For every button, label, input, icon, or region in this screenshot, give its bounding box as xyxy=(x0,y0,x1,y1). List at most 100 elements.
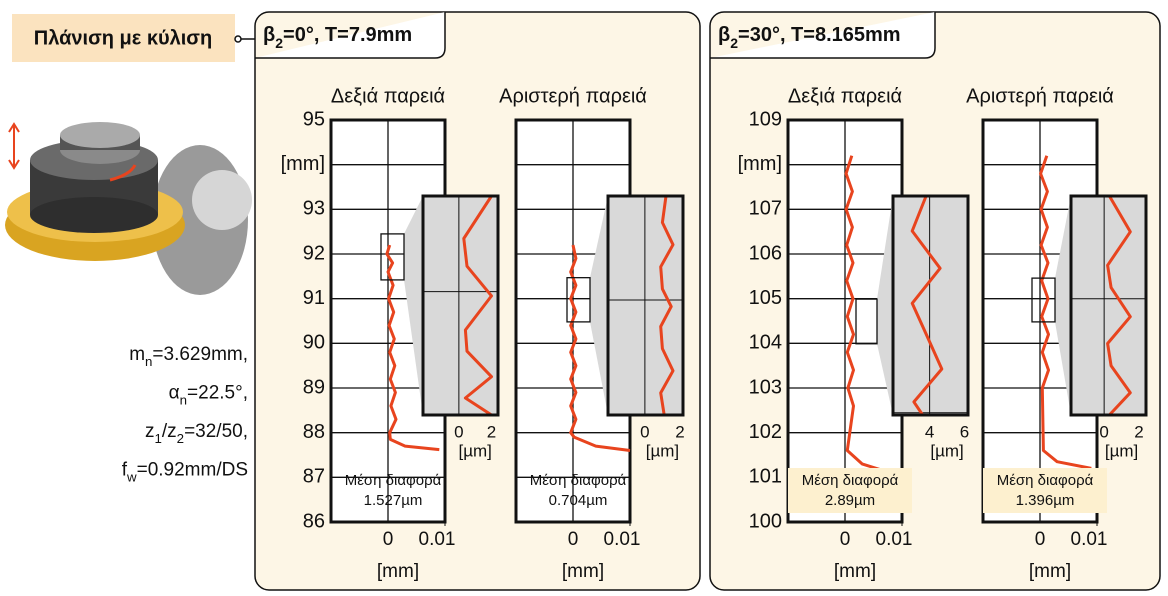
y-tick-label: [mm] xyxy=(738,153,782,175)
subscript: n xyxy=(180,393,187,408)
panel-tab xyxy=(710,12,936,59)
y-tick-label: 95 xyxy=(303,108,325,130)
inset-x-tick-label: 0 xyxy=(640,422,649,441)
label-box xyxy=(12,14,235,62)
profile-line xyxy=(1039,155,1092,470)
zoom-connector xyxy=(877,196,893,415)
chart-title: Δεξιά παρειά xyxy=(331,85,445,107)
zoom-box xyxy=(855,298,878,345)
y-tick-label: 89 xyxy=(303,376,325,398)
subscript: 2 xyxy=(730,35,738,51)
y-tick-label: 100 xyxy=(749,510,782,532)
inset-profile-line xyxy=(659,195,675,416)
inset-bg xyxy=(893,196,968,415)
inset-x-tick-label: 0 xyxy=(1099,422,1108,441)
zoom-connector xyxy=(404,196,423,415)
mean-label: Μέση διαφορά xyxy=(997,472,1094,489)
mean-box xyxy=(983,468,1107,513)
inset-border xyxy=(891,194,970,417)
rich-text: β2=0°, T=7.9mm xyxy=(263,24,412,50)
mean-label: Μέση διαφορά xyxy=(345,472,442,489)
subscript: 1 xyxy=(154,431,161,446)
subscript: w xyxy=(126,470,137,485)
gear-illustration xyxy=(5,122,252,295)
inset-x-label: [µm] xyxy=(646,441,679,460)
process-label: Πλάνιση με κύλιση xyxy=(34,27,212,49)
x-tick-label: 0.01 xyxy=(419,529,456,550)
y-tick-label: 86 xyxy=(303,510,325,532)
rich-text: fw=0.92mm/DS xyxy=(122,460,248,485)
profile-line xyxy=(385,244,440,452)
x-tick-label: 0 xyxy=(568,529,579,550)
rich-text: z1/z2=32/50, xyxy=(145,421,248,446)
chart-title: Αριστερή παρειά xyxy=(499,85,647,107)
inset-border xyxy=(606,194,685,417)
inset-profile-line xyxy=(462,195,493,417)
chart-title: Δεξιά παρειά xyxy=(788,85,902,107)
inset-x-label: [µm] xyxy=(930,441,963,460)
text-part: =32/50, xyxy=(184,421,248,442)
x-axis-label: [mm] xyxy=(1029,561,1071,582)
y-tick-label: 103 xyxy=(749,376,782,398)
inset-x-tick-label: 0 xyxy=(454,422,463,441)
text-part: /z xyxy=(162,421,177,442)
text-part: f xyxy=(122,460,128,481)
y-tick-label: 91 xyxy=(303,287,325,309)
x-axis-label: [mm] xyxy=(834,561,876,582)
y-tick-label: 102 xyxy=(749,421,782,443)
mean-label: Μέση διαφορά xyxy=(802,472,899,489)
subscript: n xyxy=(145,354,152,369)
text-part: =0.92mm/DS xyxy=(137,460,248,481)
zoom-box xyxy=(1031,277,1056,323)
inset-x-tick-label: 2 xyxy=(487,422,496,441)
y-tick-label: 107 xyxy=(749,198,782,220)
text-part: =30°, T=8.165mm xyxy=(738,24,901,46)
y-tick-label: 104 xyxy=(749,332,782,354)
inset-profile-line xyxy=(1106,195,1132,417)
text-part: z xyxy=(145,421,155,442)
zoom-connector xyxy=(1055,196,1071,415)
x-tick-label: 0 xyxy=(1035,529,1046,550)
text-part: m xyxy=(129,344,145,365)
x-tick-label: 0.01 xyxy=(1071,529,1108,550)
inset-profile-line xyxy=(910,195,944,416)
x-tick-label: 0.01 xyxy=(604,529,641,550)
chart-title: Αριστερή παρειά xyxy=(966,85,1114,107)
rich-text: αn=22.5°, xyxy=(169,383,248,408)
mean-label: Μέση διαφορά xyxy=(530,472,627,489)
y-tick-label: 92 xyxy=(303,242,325,264)
mean-value: 0.704µm xyxy=(549,492,608,509)
panel-tab xyxy=(255,12,446,59)
subscript: 2 xyxy=(275,35,283,51)
inset-x-tick-label: 2 xyxy=(1134,422,1143,441)
text-part: α xyxy=(169,383,180,404)
mean-box xyxy=(788,468,912,513)
inset-border xyxy=(1069,194,1148,417)
x-tick-label: 0 xyxy=(383,529,394,550)
zoom-box xyxy=(380,233,405,281)
inset-x-label: [µm] xyxy=(1105,441,1138,460)
y-tick-label: 106 xyxy=(749,242,782,264)
zoom-box xyxy=(566,277,591,323)
text-part: β xyxy=(718,24,730,46)
inset-bg xyxy=(1071,196,1146,415)
y-tick-label: 88 xyxy=(303,421,325,443)
y-tick-label: 87 xyxy=(303,466,325,488)
profile-line xyxy=(569,244,631,452)
y-tick-label: 93 xyxy=(303,198,325,220)
inset-x-label: [µm] xyxy=(458,441,491,460)
profile-line xyxy=(844,155,892,475)
mean-value: 2.89µm xyxy=(825,492,875,509)
inset-border xyxy=(421,194,500,417)
y-tick-label: 101 xyxy=(749,466,782,488)
text-part: =0°, T=7.9mm xyxy=(283,24,412,46)
text-part: =3.629mm, xyxy=(152,344,248,365)
subscript: 2 xyxy=(177,431,184,446)
text-part: =22.5°, xyxy=(187,383,248,404)
y-tick-label: 105 xyxy=(749,287,782,309)
y-tick-label: [mm] xyxy=(281,153,325,175)
mean-value: 1.396µm xyxy=(1016,492,1075,509)
text-part: β xyxy=(263,24,275,46)
x-axis-label: [mm] xyxy=(377,561,419,582)
